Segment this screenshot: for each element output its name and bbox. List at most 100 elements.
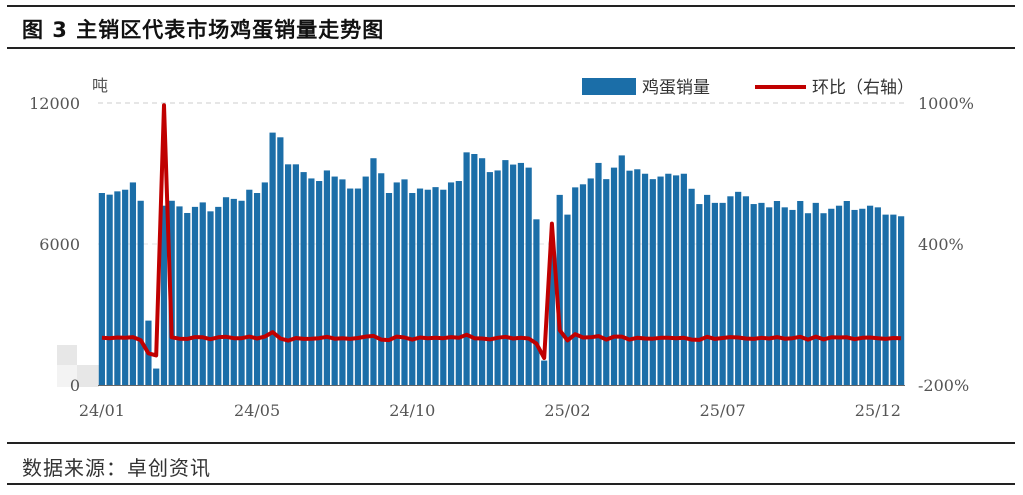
bar [246, 189, 253, 385]
top-rule [7, 5, 1015, 7]
bar [510, 164, 517, 385]
bar [486, 172, 493, 385]
bar [153, 368, 160, 385]
bar [316, 181, 323, 385]
y-left-tick: 0 [70, 376, 80, 395]
x-tick-label: 25/12 [855, 401, 901, 420]
bar-series [98, 132, 905, 385]
bar [533, 219, 540, 385]
bar [176, 206, 183, 385]
bar [579, 184, 587, 385]
bar [610, 167, 618, 385]
bar [835, 205, 843, 385]
ratio-line [101, 103, 902, 360]
bar [649, 179, 656, 385]
bar [347, 188, 354, 385]
x-tick-label: 25/07 [700, 401, 746, 420]
bar [354, 188, 362, 385]
bar [735, 191, 742, 385]
bar [300, 172, 307, 385]
bar [704, 194, 711, 385]
bar [866, 205, 874, 385]
bar [696, 204, 703, 385]
bar [828, 208, 835, 385]
bar [672, 175, 680, 385]
x-tick-label: 25/02 [544, 401, 590, 420]
bar [331, 176, 338, 385]
bar [215, 206, 222, 385]
x-tick-label: 24/01 [79, 401, 125, 420]
bar [502, 160, 509, 385]
bar [323, 170, 331, 385]
bar [541, 360, 548, 385]
bar [634, 169, 641, 385]
bar [339, 179, 346, 385]
bar [657, 176, 664, 385]
bar [199, 202, 206, 385]
bar [758, 202, 765, 385]
bar [587, 178, 594, 385]
bar [525, 167, 532, 385]
bar [781, 207, 788, 385]
bar [898, 216, 905, 385]
bar [440, 189, 447, 385]
bar [207, 211, 214, 385]
bar [292, 164, 299, 385]
bar [269, 132, 276, 385]
bar [416, 188, 424, 385]
bar [362, 176, 369, 385]
legend-label-bar: 鸡蛋销量 [642, 78, 710, 98]
bar [238, 200, 245, 385]
bar [106, 194, 113, 385]
bar [463, 152, 470, 385]
bar [766, 207, 773, 385]
bar [797, 200, 804, 385]
y-right-tick: 400% [918, 235, 964, 254]
bar [595, 162, 602, 385]
bar [572, 187, 579, 385]
bar [719, 202, 726, 385]
bar [665, 173, 672, 385]
bar [843, 200, 850, 385]
bar [447, 182, 455, 385]
watermark [57, 345, 99, 387]
bar [129, 182, 137, 385]
figure-title: 图 3 主销区代表市场鸡蛋销量走势图 [22, 18, 385, 42]
bar [804, 213, 812, 385]
legend: 鸡蛋销量 环比（右轴） [582, 78, 914, 98]
bar [478, 158, 486, 385]
data-source: 数据来源：卓创资讯 [22, 456, 211, 480]
bar [160, 205, 168, 385]
bar [742, 196, 750, 385]
bar [378, 173, 385, 385]
bar [370, 158, 377, 385]
bar [564, 214, 571, 385]
x-tick-label: 24/10 [389, 401, 435, 420]
bar [230, 198, 237, 385]
bar [820, 213, 827, 385]
bar [455, 181, 462, 385]
bar [603, 179, 610, 385]
bar [471, 153, 478, 385]
bar [137, 200, 144, 385]
bar [277, 137, 284, 385]
bar [385, 193, 393, 385]
bar [122, 189, 129, 385]
bar [688, 188, 695, 385]
x-tick-label: 24/05 [234, 401, 280, 420]
bar [409, 193, 416, 385]
bar [641, 173, 649, 385]
bar [859, 208, 866, 385]
bar [517, 162, 525, 385]
bar [874, 207, 881, 385]
legend-swatch-bar [582, 78, 636, 95]
bar [789, 209, 796, 385]
y-left-unit: 吨 [92, 76, 108, 95]
bar [253, 193, 261, 385]
y-left-tick: 12000 [29, 94, 80, 113]
bar [618, 155, 625, 385]
source-top-rule [7, 442, 1015, 444]
bar [680, 173, 687, 385]
bar [851, 209, 858, 385]
